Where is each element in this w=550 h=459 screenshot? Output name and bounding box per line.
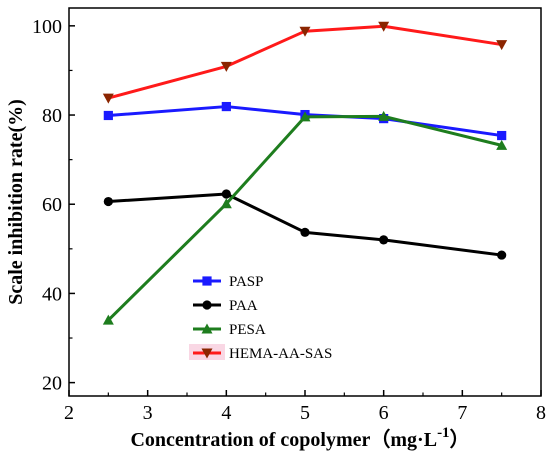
data-point <box>102 93 114 104</box>
series-line <box>108 192 502 257</box>
legend: PASP PAA PESA HEMA-AA-SAS <box>189 274 332 362</box>
data-point <box>102 314 114 325</box>
series-paa <box>103 189 507 260</box>
plot-frame <box>68 7 542 397</box>
data-point <box>496 40 508 51</box>
x-axis-title-superscript: -1 <box>437 425 450 441</box>
axes: 2 3 4 5 6 7 8 20 40 60 80 100 <box>32 16 546 424</box>
y-tick-label: 20 <box>42 373 62 395</box>
data-point <box>378 110 390 121</box>
x-tick-label: 2 <box>64 402 74 424</box>
y-tick-label: 40 <box>42 283 62 305</box>
y-axis-title: Scale inhibition rate(%) <box>5 99 27 305</box>
data-point <box>379 235 389 245</box>
x-axis-title-main: Concentration of copolymer（mg·L <box>130 428 437 451</box>
legend-marker <box>202 300 212 310</box>
x-tick-label: 6 <box>379 402 389 424</box>
data-point <box>220 61 232 72</box>
data-point <box>221 101 231 112</box>
series-layer <box>102 21 508 325</box>
x-tick-label: 8 <box>536 402 546 424</box>
data-point <box>497 250 507 260</box>
y-tick-label: 100 <box>32 16 62 38</box>
x-tick-label: 3 <box>143 402 153 424</box>
x-axis-title-close: ） <box>450 428 470 451</box>
series-line <box>107 114 503 322</box>
data-point <box>103 110 113 121</box>
legend-label: PASP <box>229 274 263 290</box>
data-point <box>300 227 310 237</box>
series-hema-aa-sas <box>102 21 508 104</box>
data-point <box>496 139 508 150</box>
legend-item: PASP <box>193 274 263 290</box>
y-tick-label: 60 <box>42 194 62 216</box>
data-point <box>299 26 311 37</box>
legend-label: PAA <box>229 298 258 314</box>
legend-marker <box>201 348 213 359</box>
legend-item: PESA <box>193 322 266 338</box>
x-axis-title: Concentration of copolymer（mg·L-1） <box>130 425 469 451</box>
legend-marker <box>201 323 213 334</box>
data-point <box>221 189 231 199</box>
series-pesa <box>102 110 508 325</box>
x-tick-label: 5 <box>300 402 310 424</box>
x-tick-label: 4 <box>221 402 231 424</box>
legend-item: HEMA-AA-SAS <box>189 344 332 362</box>
series-line <box>107 24 502 100</box>
legend-item: PAA <box>193 298 258 314</box>
data-point <box>299 111 311 122</box>
legend-label: HEMA-AA-SAS <box>229 346 332 362</box>
legend-label: PESA <box>229 322 266 338</box>
data-point <box>103 196 113 207</box>
legend-marker <box>202 276 212 286</box>
data-point <box>378 21 390 32</box>
y-tick-label: 80 <box>42 105 62 127</box>
data-point <box>497 130 507 141</box>
data-point <box>220 198 232 209</box>
x-tick-label: 7 <box>457 402 467 424</box>
